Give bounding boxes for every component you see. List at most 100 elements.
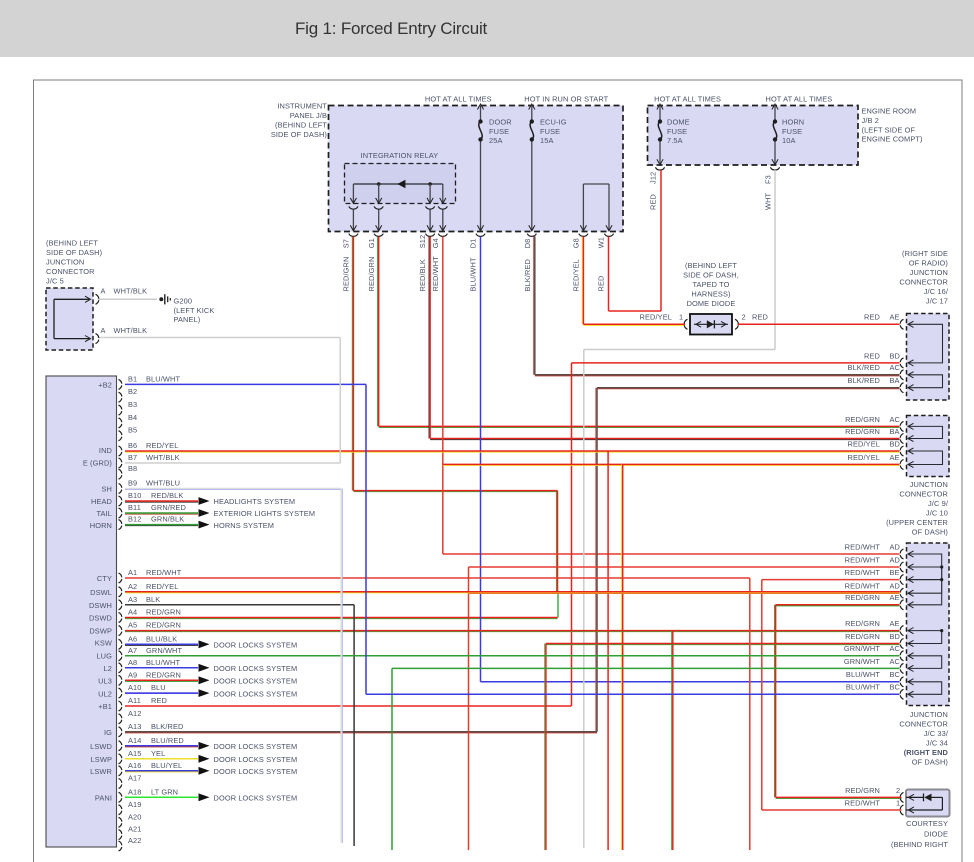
svg-text:HOT AT ALL TIMES: HOT AT ALL TIMES bbox=[425, 95, 492, 104]
svg-text:INSTRUMENT: INSTRUMENT bbox=[277, 102, 327, 111]
svg-text:DIODE: DIODE bbox=[924, 830, 948, 839]
svg-text:A12: A12 bbox=[128, 709, 142, 718]
svg-text:A10: A10 bbox=[128, 683, 142, 692]
svg-text:BLU: BLU bbox=[151, 683, 166, 692]
svg-text:AC: AC bbox=[890, 644, 901, 653]
svg-text:BLK/RED: BLK/RED bbox=[151, 722, 183, 731]
svg-text:B9: B9 bbox=[128, 479, 137, 488]
svg-text:A2: A2 bbox=[128, 582, 137, 591]
svg-text:RED/GRN: RED/GRN bbox=[845, 415, 880, 424]
svg-text:A1: A1 bbox=[128, 568, 137, 577]
svg-text:B10: B10 bbox=[128, 491, 142, 500]
svg-text:AC: AC bbox=[890, 415, 901, 424]
svg-text:IND: IND bbox=[99, 446, 112, 455]
svg-text:HARNESS): HARNESS) bbox=[691, 290, 730, 299]
svg-text:B3: B3 bbox=[128, 400, 137, 409]
svg-text:FUSE: FUSE bbox=[540, 127, 560, 136]
svg-text:UL2: UL2 bbox=[98, 689, 112, 698]
svg-text:ENGINE COMPT): ENGINE COMPT) bbox=[862, 135, 923, 144]
svg-text:B1: B1 bbox=[128, 374, 137, 383]
svg-text:DSWL: DSWL bbox=[90, 588, 112, 597]
svg-text:WHT/BLU: WHT/BLU bbox=[146, 479, 180, 488]
svg-text:G200: G200 bbox=[174, 297, 193, 306]
svg-text:L2: L2 bbox=[104, 664, 112, 673]
svg-text:OF DASH): OF DASH) bbox=[912, 758, 948, 767]
svg-text:A14: A14 bbox=[128, 736, 142, 745]
svg-text:RED/WHT: RED/WHT bbox=[431, 256, 440, 292]
svg-text:RED/WHT: RED/WHT bbox=[845, 555, 881, 564]
svg-text:HEADLIGHTS SYSTEM: HEADLIGHTS SYSTEM bbox=[214, 497, 296, 506]
svg-text:SIDE OF DASH): SIDE OF DASH) bbox=[271, 130, 327, 139]
svg-text:G8: G8 bbox=[572, 238, 581, 248]
svg-text:LSWD: LSWD bbox=[90, 742, 112, 751]
svg-text:GRN/WHT: GRN/WHT bbox=[844, 657, 881, 666]
svg-text:DSWP: DSWP bbox=[89, 626, 112, 635]
svg-text:W1: W1 bbox=[597, 237, 606, 248]
svg-text:B12: B12 bbox=[128, 515, 142, 524]
svg-text:COURTESY: COURTESY bbox=[906, 819, 948, 828]
svg-text:DOOR LOCKS SYSTEM: DOOR LOCKS SYSTEM bbox=[214, 677, 298, 686]
svg-text:DOOR LOCKS SYSTEM: DOOR LOCKS SYSTEM bbox=[214, 742, 298, 751]
svg-text:AD: AD bbox=[890, 555, 901, 564]
svg-text:HORN: HORN bbox=[782, 118, 804, 127]
svg-text:B7: B7 bbox=[128, 453, 137, 462]
svg-text:RED/GRN: RED/GRN bbox=[146, 621, 181, 630]
svg-text:RED/WHT: RED/WHT bbox=[845, 542, 881, 551]
svg-text:J/C 17: J/C 17 bbox=[926, 297, 948, 306]
svg-text:LSWR: LSWR bbox=[90, 767, 112, 776]
svg-text:UL3: UL3 bbox=[98, 677, 112, 686]
svg-text:(UPPER CENTER: (UPPER CENTER bbox=[886, 518, 948, 527]
svg-text:RED/YEL: RED/YEL bbox=[146, 441, 178, 450]
svg-text:BLU/WHT: BLU/WHT bbox=[469, 257, 478, 291]
svg-text:A19: A19 bbox=[128, 800, 142, 809]
svg-text:RED/WHT: RED/WHT bbox=[845, 798, 881, 807]
svg-text:1: 1 bbox=[679, 313, 683, 322]
svg-text:J/C 5: J/C 5 bbox=[46, 277, 64, 286]
svg-text:HOT AT ALL TIMES: HOT AT ALL TIMES bbox=[765, 95, 832, 104]
svg-text:AD: AD bbox=[890, 542, 901, 551]
svg-text:HORN: HORN bbox=[90, 521, 112, 530]
svg-text:RED: RED bbox=[151, 696, 167, 705]
svg-text:7.5A: 7.5A bbox=[667, 136, 683, 145]
svg-text:J/C 10: J/C 10 bbox=[926, 509, 948, 518]
svg-text:RED/GRN: RED/GRN bbox=[367, 257, 376, 292]
svg-text:A16: A16 bbox=[128, 761, 142, 770]
svg-text:RED/YEL: RED/YEL bbox=[146, 582, 178, 591]
svg-text:GRN/WHT: GRN/WHT bbox=[146, 646, 183, 655]
svg-text:J/C 33/: J/C 33/ bbox=[924, 729, 949, 738]
svg-text:10A: 10A bbox=[782, 136, 796, 145]
svg-text:RED: RED bbox=[864, 313, 880, 322]
svg-text:RED/WHT: RED/WHT bbox=[845, 568, 881, 577]
svg-text:A18: A18 bbox=[128, 787, 142, 796]
svg-text:B6: B6 bbox=[128, 441, 137, 450]
svg-text:DOOR: DOOR bbox=[489, 118, 512, 127]
svg-text:(LEFT SIDE OF: (LEFT SIDE OF bbox=[862, 125, 916, 134]
svg-text:WHT: WHT bbox=[764, 192, 773, 210]
svg-text:FUSE: FUSE bbox=[667, 127, 687, 136]
svg-text:DOOR LOCKS SYSTEM: DOOR LOCKS SYSTEM bbox=[214, 689, 298, 698]
svg-text:DOOR LOCKS SYSTEM: DOOR LOCKS SYSTEM bbox=[214, 794, 298, 803]
svg-text:JUNCTION: JUNCTION bbox=[910, 710, 948, 719]
svg-text:RED/GRN: RED/GRN bbox=[342, 257, 351, 292]
svg-text:F3: F3 bbox=[764, 175, 773, 184]
svg-text:RED: RED bbox=[864, 351, 880, 360]
svg-text:BA: BA bbox=[890, 427, 900, 436]
svg-text:RED/YEL: RED/YEL bbox=[572, 259, 581, 291]
svg-text:A11: A11 bbox=[128, 696, 141, 705]
svg-text:A17: A17 bbox=[128, 774, 142, 783]
svg-text:AC: AC bbox=[890, 657, 901, 666]
svg-text:WHT/BLK: WHT/BLK bbox=[114, 287, 148, 296]
svg-text:(RIGHT SIDE: (RIGHT SIDE bbox=[902, 249, 948, 258]
svg-text:PANEL J/B: PANEL J/B bbox=[290, 111, 327, 120]
svg-text:A5: A5 bbox=[128, 621, 137, 630]
svg-text:BLU/BLK: BLU/BLK bbox=[146, 634, 177, 643]
svg-text:HEAD: HEAD bbox=[91, 497, 112, 506]
svg-text:RED/WHT: RED/WHT bbox=[146, 568, 182, 577]
svg-text:DSWH: DSWH bbox=[89, 601, 112, 610]
svg-text:AC: AC bbox=[890, 363, 901, 372]
svg-text:A3: A3 bbox=[128, 595, 137, 604]
svg-text:TAPED TO: TAPED TO bbox=[692, 280, 729, 289]
svg-text:HORNS SYSTEM: HORNS SYSTEM bbox=[214, 521, 275, 530]
svg-text:1: 1 bbox=[896, 798, 900, 807]
svg-text:DOME: DOME bbox=[667, 118, 690, 127]
